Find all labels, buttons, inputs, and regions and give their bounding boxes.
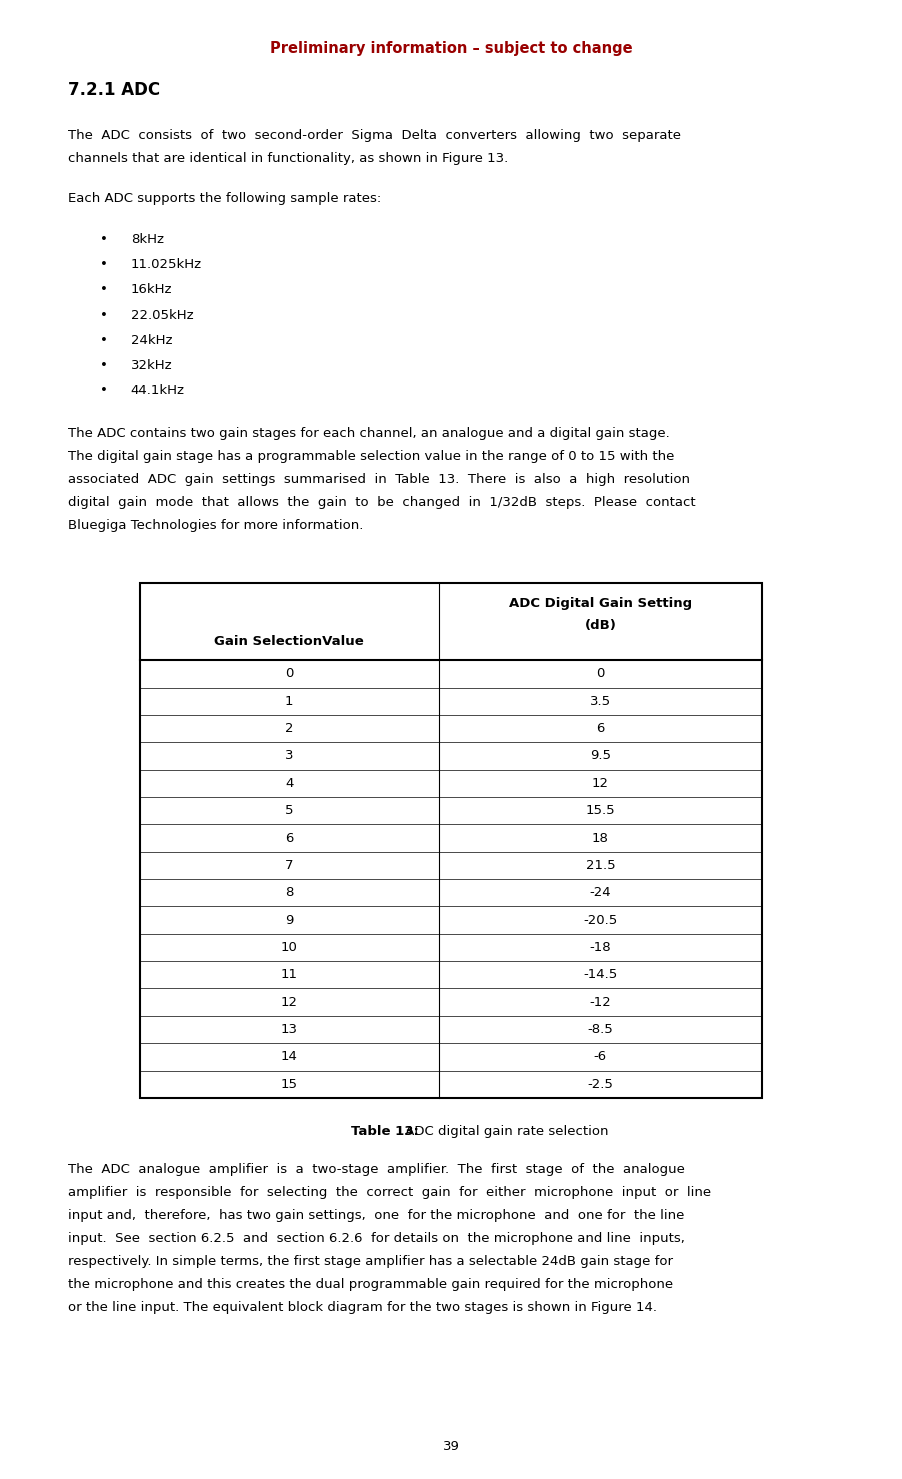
Text: •: • [100,359,107,373]
Text: 7.2.1 ADC: 7.2.1 ADC [68,81,160,99]
Text: 15: 15 [281,1078,298,1090]
Text: 24kHz: 24kHz [131,334,172,346]
Text: digital  gain  mode  that  allows  the  gain  to  be  changed  in  1/32dB  steps: digital gain mode that allows the gain t… [68,495,695,509]
Text: Each ADC supports the following sample rates:: Each ADC supports the following sample r… [68,192,381,206]
Text: -18: -18 [590,941,612,954]
Text: 21.5: 21.5 [585,859,615,871]
Text: Bluegiga Technologies for more information.: Bluegiga Technologies for more informati… [68,519,363,532]
Text: the microphone and this creates the dual programmable gain required for the micr: the microphone and this creates the dual… [68,1278,673,1291]
Text: 10: 10 [281,941,298,954]
Text: ADC digital gain rate selection: ADC digital gain rate selection [401,1124,609,1137]
Text: 39: 39 [443,1441,459,1452]
Text: •: • [100,309,107,321]
Text: The digital gain stage has a programmable selection value in the range of 0 to 1: The digital gain stage has a programmabl… [68,450,674,463]
Text: 18: 18 [592,831,609,845]
Text: 8: 8 [285,886,293,899]
Text: •: • [100,232,107,246]
Text: 14: 14 [281,1050,298,1063]
Text: associated  ADC  gain  settings  summarised  in  Table  13.  There  is  also  a : associated ADC gain settings summarised … [68,473,690,487]
Text: or the line input. The equivalent block diagram for the two stages is shown in F: or the line input. The equivalent block … [68,1300,657,1313]
Text: ADC Digital Gain Setting: ADC Digital Gain Setting [509,596,692,609]
Text: 3.5: 3.5 [590,695,611,707]
Text: -8.5: -8.5 [587,1023,613,1035]
Text: 8kHz: 8kHz [131,232,164,246]
Text: •: • [100,334,107,346]
Text: 22.05kHz: 22.05kHz [131,309,193,321]
Text: 12: 12 [592,776,609,790]
Text: •: • [100,385,107,398]
Text: -12: -12 [590,995,612,1009]
Text: 11.025kHz: 11.025kHz [131,259,202,271]
Text: 2: 2 [285,722,293,735]
Text: 16kHz: 16kHz [131,284,172,296]
Text: 9: 9 [285,914,293,926]
Text: channels that are identical in functionality, as shown in Figure 13.: channels that are identical in functiona… [68,152,508,164]
Text: 0: 0 [596,667,604,680]
Text: input and,  therefore,  has two gain settings,  one  for the microphone  and  on: input and, therefore, has two gain setti… [68,1208,684,1222]
Text: 7: 7 [285,859,293,871]
Text: •: • [100,259,107,271]
Text: 6: 6 [285,831,293,845]
Text: -24: -24 [590,886,612,899]
Text: 0: 0 [285,667,293,680]
Text: 12: 12 [281,995,298,1009]
Text: Gain SelectionValue: Gain SelectionValue [215,636,364,648]
Text: 1: 1 [285,695,293,707]
Text: 9.5: 9.5 [590,750,611,762]
Bar [140,583,762,1097]
Text: 11: 11 [281,969,298,981]
Text: Table 13:: Table 13: [351,1124,419,1137]
Text: 15.5: 15.5 [585,805,615,816]
Text: 13: 13 [281,1023,298,1035]
Text: amplifier  is  responsible  for  selecting  the  correct  gain  for  either  mic: amplifier is responsible for selecting t… [68,1186,711,1199]
Text: •: • [100,284,107,296]
Text: The ADC contains two gain stages for each channel, an analogue and a digital gai: The ADC contains two gain stages for eac… [68,427,669,441]
Text: -14.5: -14.5 [584,969,618,981]
Text: respectively. In simple terms, the first stage amplifier has a selectable 24dB g: respectively. In simple terms, the first… [68,1254,673,1268]
Text: -20.5: -20.5 [584,914,618,926]
Text: Preliminary information – subject to change: Preliminary information – subject to cha… [270,41,632,56]
Text: 5: 5 [285,805,293,816]
Text: The  ADC  analogue  amplifier  is  a  two-stage  amplifier.  The  first  stage  : The ADC analogue amplifier is a two-stag… [68,1162,685,1176]
Text: 4: 4 [285,776,293,790]
Text: 44.1kHz: 44.1kHz [131,385,185,398]
Text: (dB): (dB) [584,620,616,633]
Text: 3: 3 [285,750,293,762]
Text: input.  See  section 6.2.5  and  section 6.2.6  for details on  the microphone a: input. See section 6.2.5 and section 6.2… [68,1232,685,1245]
Text: 32kHz: 32kHz [131,359,172,373]
Text: -2.5: -2.5 [587,1078,613,1090]
Text: The  ADC  consists  of  two  second-order  Sigma  Delta  converters  allowing  t: The ADC consists of two second-order Sig… [68,129,681,142]
Text: 6: 6 [596,722,604,735]
Text: -6: -6 [594,1050,607,1063]
